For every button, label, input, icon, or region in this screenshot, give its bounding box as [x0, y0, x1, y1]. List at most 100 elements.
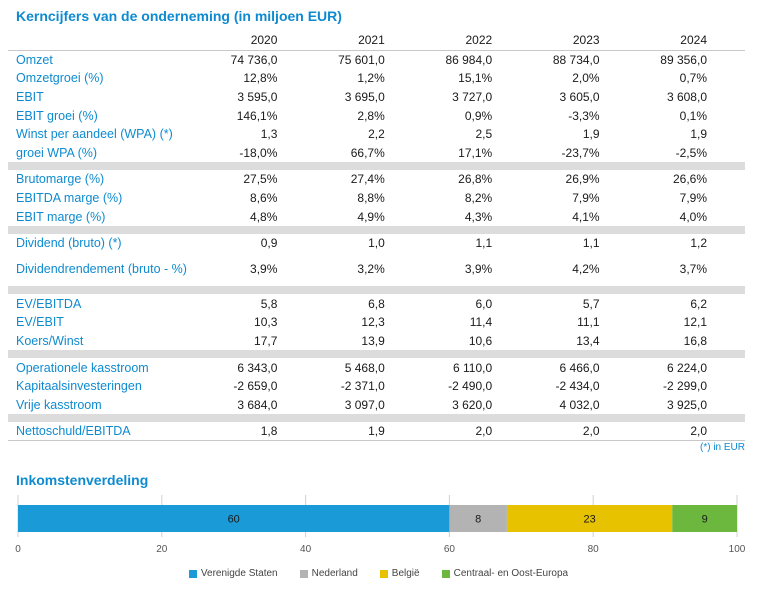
row-label: EBITDA marge (%) — [16, 190, 123, 205]
row-label: Vrije kasstroom — [16, 397, 102, 412]
row-label: Omzetgroei (%) — [16, 71, 104, 86]
cell-value: 1,3 — [260, 127, 278, 142]
year-header: 2024 — [637, 30, 745, 51]
cell-value: 26,9% — [565, 172, 600, 187]
table-row: EBIT marge (%) 4,8% 4,9% 4,3% 4,1% 4,0% — [8, 207, 745, 226]
year-header: 2021 — [315, 30, 423, 51]
row-label: groei WPA (%) — [16, 145, 98, 160]
cell-value: 86 984,0 — [445, 53, 493, 68]
x-tick-label: 40 — [300, 544, 312, 555]
cell-value: 4,1% — [572, 209, 600, 224]
row-label: Omzet — [16, 53, 53, 68]
cell-value: 6,0 — [475, 296, 493, 311]
legend-label: België — [391, 568, 420, 579]
legend-item: Nederland — [299, 568, 358, 579]
cell-value: -2 659,0 — [233, 379, 278, 394]
cell-value: 1,1 — [582, 236, 600, 251]
cell-value: 7,9% — [572, 190, 600, 205]
group-separator — [8, 414, 745, 422]
table-row: Dividend (bruto) (*) 0,9 1,0 1,1 1,1 1,2 — [8, 234, 745, 253]
cell-value: 89 356,0 — [660, 53, 707, 68]
table-row: Brutomarge (%) 27,5% 27,4% 26,8% 26,9% 26,6% — [8, 170, 745, 189]
kpi-table: 2020 2021 2022 2023 2024 Omzet 74 736,0 75… — [8, 30, 745, 442]
row-label: Operationele kasstroom — [16, 360, 149, 375]
table-row: EV/EBITDA 5,8 6,8 6,0 5,7 6,2 — [8, 294, 745, 313]
row-label: EV/EBITDA — [16, 296, 82, 311]
legend-label: Verenigde Staten — [200, 568, 278, 579]
table-row: groei WPA (%) -18,0% 66,7% 17,1% -23,7% -2,5% — [8, 143, 745, 162]
cell-value: 7,9% — [679, 190, 707, 205]
bar-segment — [506, 505, 673, 532]
cell-value: 1,9 — [690, 127, 707, 142]
legend-swatch — [441, 569, 450, 578]
group-separator — [8, 162, 745, 171]
x-tick-label: 20 — [156, 544, 168, 555]
cell-value: 3 620,0 — [452, 397, 493, 412]
cell-value: 4,0% — [679, 209, 707, 224]
cell-value: 6,8 — [368, 296, 385, 311]
x-tick-label: 100 — [729, 544, 746, 555]
group-separator — [8, 286, 745, 295]
cell-value: 10,6 — [468, 333, 493, 348]
cell-value: 3 684,0 — [237, 397, 278, 412]
separator-band — [8, 286, 745, 295]
cell-value: 16,8 — [683, 333, 707, 348]
cell-value: 3 595,0 — [237, 89, 278, 104]
row-label: EBIT — [16, 89, 44, 104]
bar-segment — [672, 505, 737, 532]
income-distribution-title: Inkomstenverdeling — [16, 472, 149, 488]
cell-value: 74 736,0 — [230, 53, 278, 68]
legend-item: België — [379, 568, 420, 579]
cell-value: 12,1 — [683, 315, 707, 330]
cell-value: 5,8 — [260, 296, 278, 311]
cell-value: 3,9% — [464, 262, 493, 277]
cell-value: 4,2% — [572, 262, 600, 277]
cell-value: -23,7% — [561, 145, 600, 160]
cell-value: 3 925,0 — [666, 397, 707, 412]
year-header: 2023 — [530, 30, 638, 51]
x-tick-label: 60 — [444, 544, 456, 555]
cell-value: 6 110,0 — [453, 360, 493, 375]
page-title: Kerncijfers van de onderneming (in miljo… — [16, 8, 342, 24]
cell-value: 8,2% — [464, 190, 493, 205]
year-header: 2022 — [422, 30, 531, 51]
cell-value: 11,4 — [469, 315, 493, 330]
cell-value: 6,2 — [690, 296, 707, 311]
cell-value: 17,7 — [254, 333, 278, 348]
cell-value: 8,8% — [357, 190, 385, 205]
cell-value: 6 224,0 — [666, 360, 707, 375]
cell-value: 5,7 — [582, 296, 600, 311]
cell-value: 13,9 — [361, 333, 385, 348]
row-label: EBIT groei (%) — [16, 108, 98, 123]
table-row: EBIT groei (%) 146,1% 2,8% 0,9% -3,3% 0,1% — [8, 106, 745, 125]
header-blank — [8, 30, 208, 51]
cell-value: 8,6% — [250, 190, 278, 205]
legend-item: Centraal- en Oost-Europa — [441, 568, 569, 579]
row-label: Brutomarge (%) — [16, 172, 105, 187]
cell-value: 26,8% — [458, 172, 493, 187]
cell-value: 88 734,0 — [552, 53, 600, 68]
separator-band — [8, 225, 745, 234]
cell-value: 26,6% — [672, 172, 707, 187]
table-row: Operationele kasstroom 6 343,0 5 468,0 6 11… — [8, 358, 745, 377]
cell-value: 1,0 — [368, 236, 385, 251]
row-label: Dividendrendement (bruto - %) — [16, 262, 187, 277]
legend-swatch — [379, 569, 388, 578]
cell-value: -2 434,0 — [555, 379, 600, 394]
cell-value: 0,1% — [679, 108, 707, 123]
cell-value: 3 097,0 — [344, 397, 385, 412]
legend-swatch — [299, 569, 308, 578]
table-row: EBITDA marge (%) 8,6% 8,8% 8,2% 7,9% 7,9% — [8, 189, 745, 208]
cell-value: 4,3% — [464, 209, 493, 224]
separator-band — [8, 350, 745, 359]
cell-value: 1,9 — [315, 422, 423, 442]
cell-value: 17,1% — [458, 145, 493, 160]
legend-label: Centraal- en Oost-Europa — [453, 568, 569, 579]
table-row: Nettoschuld/EBITDA 1,8 1,9 2,0 2,0 2,0 — [8, 422, 745, 442]
income-distribution-chart: 60 8 23 9 0 20 40 60 80 100 — [15, 495, 746, 555]
cell-value: 3 695,0 — [344, 89, 385, 104]
separator-band — [8, 162, 745, 171]
cell-value: -2 371,0 — [340, 379, 385, 394]
cell-value: 2,0 — [422, 422, 531, 442]
cell-value: 66,7% — [350, 145, 385, 160]
